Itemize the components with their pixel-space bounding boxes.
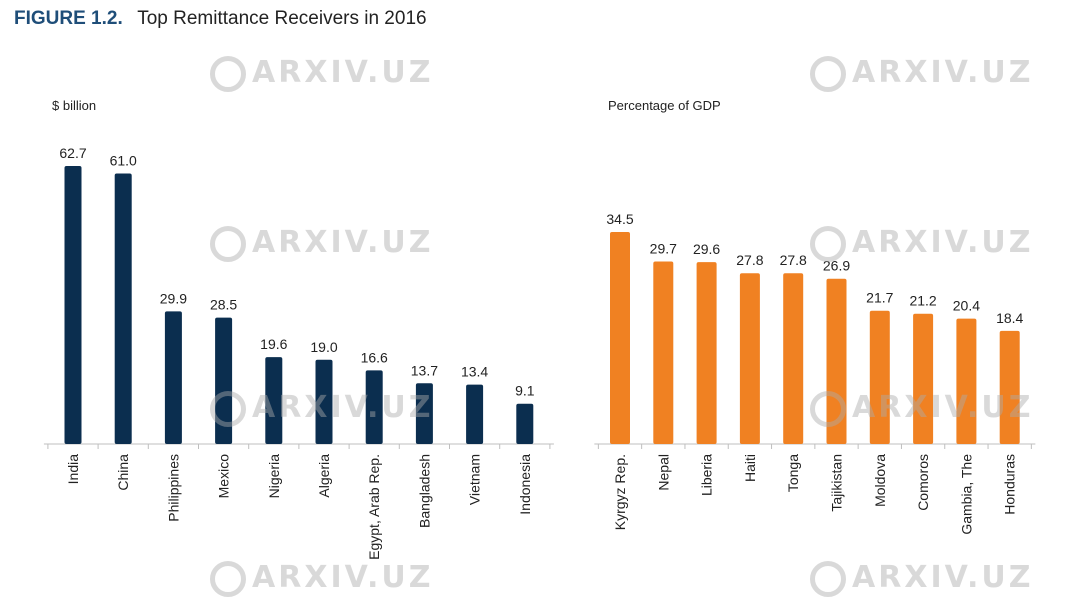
right-bar [956, 318, 977, 444]
right-value-label: 34.5 [606, 211, 633, 227]
right-value-label: 18.4 [996, 310, 1023, 326]
left-value-label: 62.7 [59, 145, 86, 161]
right-category-label: Haiti [742, 454, 758, 482]
right-value-label: 21.7 [866, 290, 893, 306]
left-value-label: 29.9 [160, 290, 187, 306]
figure-label: FIGURE 1.2. [14, 8, 123, 29]
left-bar [114, 173, 132, 444]
left-y-axis-label: $ billion [52, 98, 96, 113]
right-bar [869, 310, 890, 444]
right-bar [999, 330, 1020, 444]
right-category-label: Kyrgyz Rep. [612, 454, 628, 530]
right-category-label: Tajikistan [829, 454, 845, 512]
left-bar [365, 370, 383, 444]
right-category-label: Gambia, The [958, 454, 974, 535]
left-category-label: Vietnam [467, 454, 483, 505]
right-category-label: Moldova [872, 454, 888, 507]
left-value-label: 16.6 [361, 349, 388, 365]
figure-header: FIGURE 1.2. Top Remittance Receivers in … [14, 8, 427, 30]
left-value-label: 19.6 [260, 336, 287, 352]
right-bar [653, 261, 674, 444]
left-value-label: 61.0 [110, 153, 137, 169]
right-bar [610, 232, 630, 444]
right-value-label: 29.6 [693, 241, 720, 257]
right-category-label: Tonga [785, 454, 801, 492]
right-y-axis-label: Percentage of GDP [608, 98, 721, 113]
right-category-label: Comoros [915, 454, 931, 511]
left-value-label: 13.4 [461, 364, 488, 380]
left-bar [164, 311, 182, 444]
left-category-label: Nigeria [266, 454, 282, 499]
left-category-label: Philippines [165, 454, 181, 522]
right-value-label: 21.2 [909, 293, 936, 309]
right-value-label: 27.8 [736, 252, 763, 268]
left-value-label: 19.0 [310, 339, 337, 355]
right-bar [696, 262, 717, 444]
left-bar [516, 403, 534, 444]
right-category-label: Nepal [655, 454, 671, 491]
left-category-label: China [115, 454, 131, 491]
left-value-label: 28.5 [210, 297, 237, 313]
right-category-label: Liberia [699, 454, 715, 496]
right-category-label: Honduras [1002, 454, 1018, 515]
right-value-label: 29.7 [650, 241, 677, 257]
left-bar [415, 383, 433, 444]
left-category-label: India [65, 454, 81, 485]
left-category-label: Egypt, Arab Rep. [366, 454, 382, 560]
left-category-label: Algeria [316, 454, 332, 498]
left-category-label: Bangladesh [416, 454, 432, 528]
right-bar [826, 278, 847, 444]
right-value-label: 26.9 [823, 258, 850, 274]
right-value-label: 27.8 [780, 252, 807, 268]
left-value-label: 9.1 [515, 383, 535, 399]
left-category-label: Indonesia [517, 454, 533, 515]
left-bar [215, 317, 233, 444]
right-bar [739, 273, 760, 444]
figure-title: Top Remittance Receivers in 2016 [137, 8, 427, 29]
left-bar [466, 384, 484, 444]
chart-remittances-billion: $ billion 62.7 India 61.0 China 29.9 Philippi… [43, 98, 554, 560]
right-bar [783, 273, 804, 444]
right-bar [913, 313, 934, 444]
chart-remittances-gdp-share: Percentage of GDP 34.5 Kyrgyz Rep. 29.7 Nep… [594, 98, 1036, 535]
right-value-label: 20.4 [953, 298, 980, 314]
left-bar [315, 359, 333, 444]
left-bar [265, 357, 283, 444]
left-category-label: Mexico [216, 454, 232, 499]
left-value-label: 13.7 [411, 362, 438, 378]
left-bar [64, 166, 82, 444]
